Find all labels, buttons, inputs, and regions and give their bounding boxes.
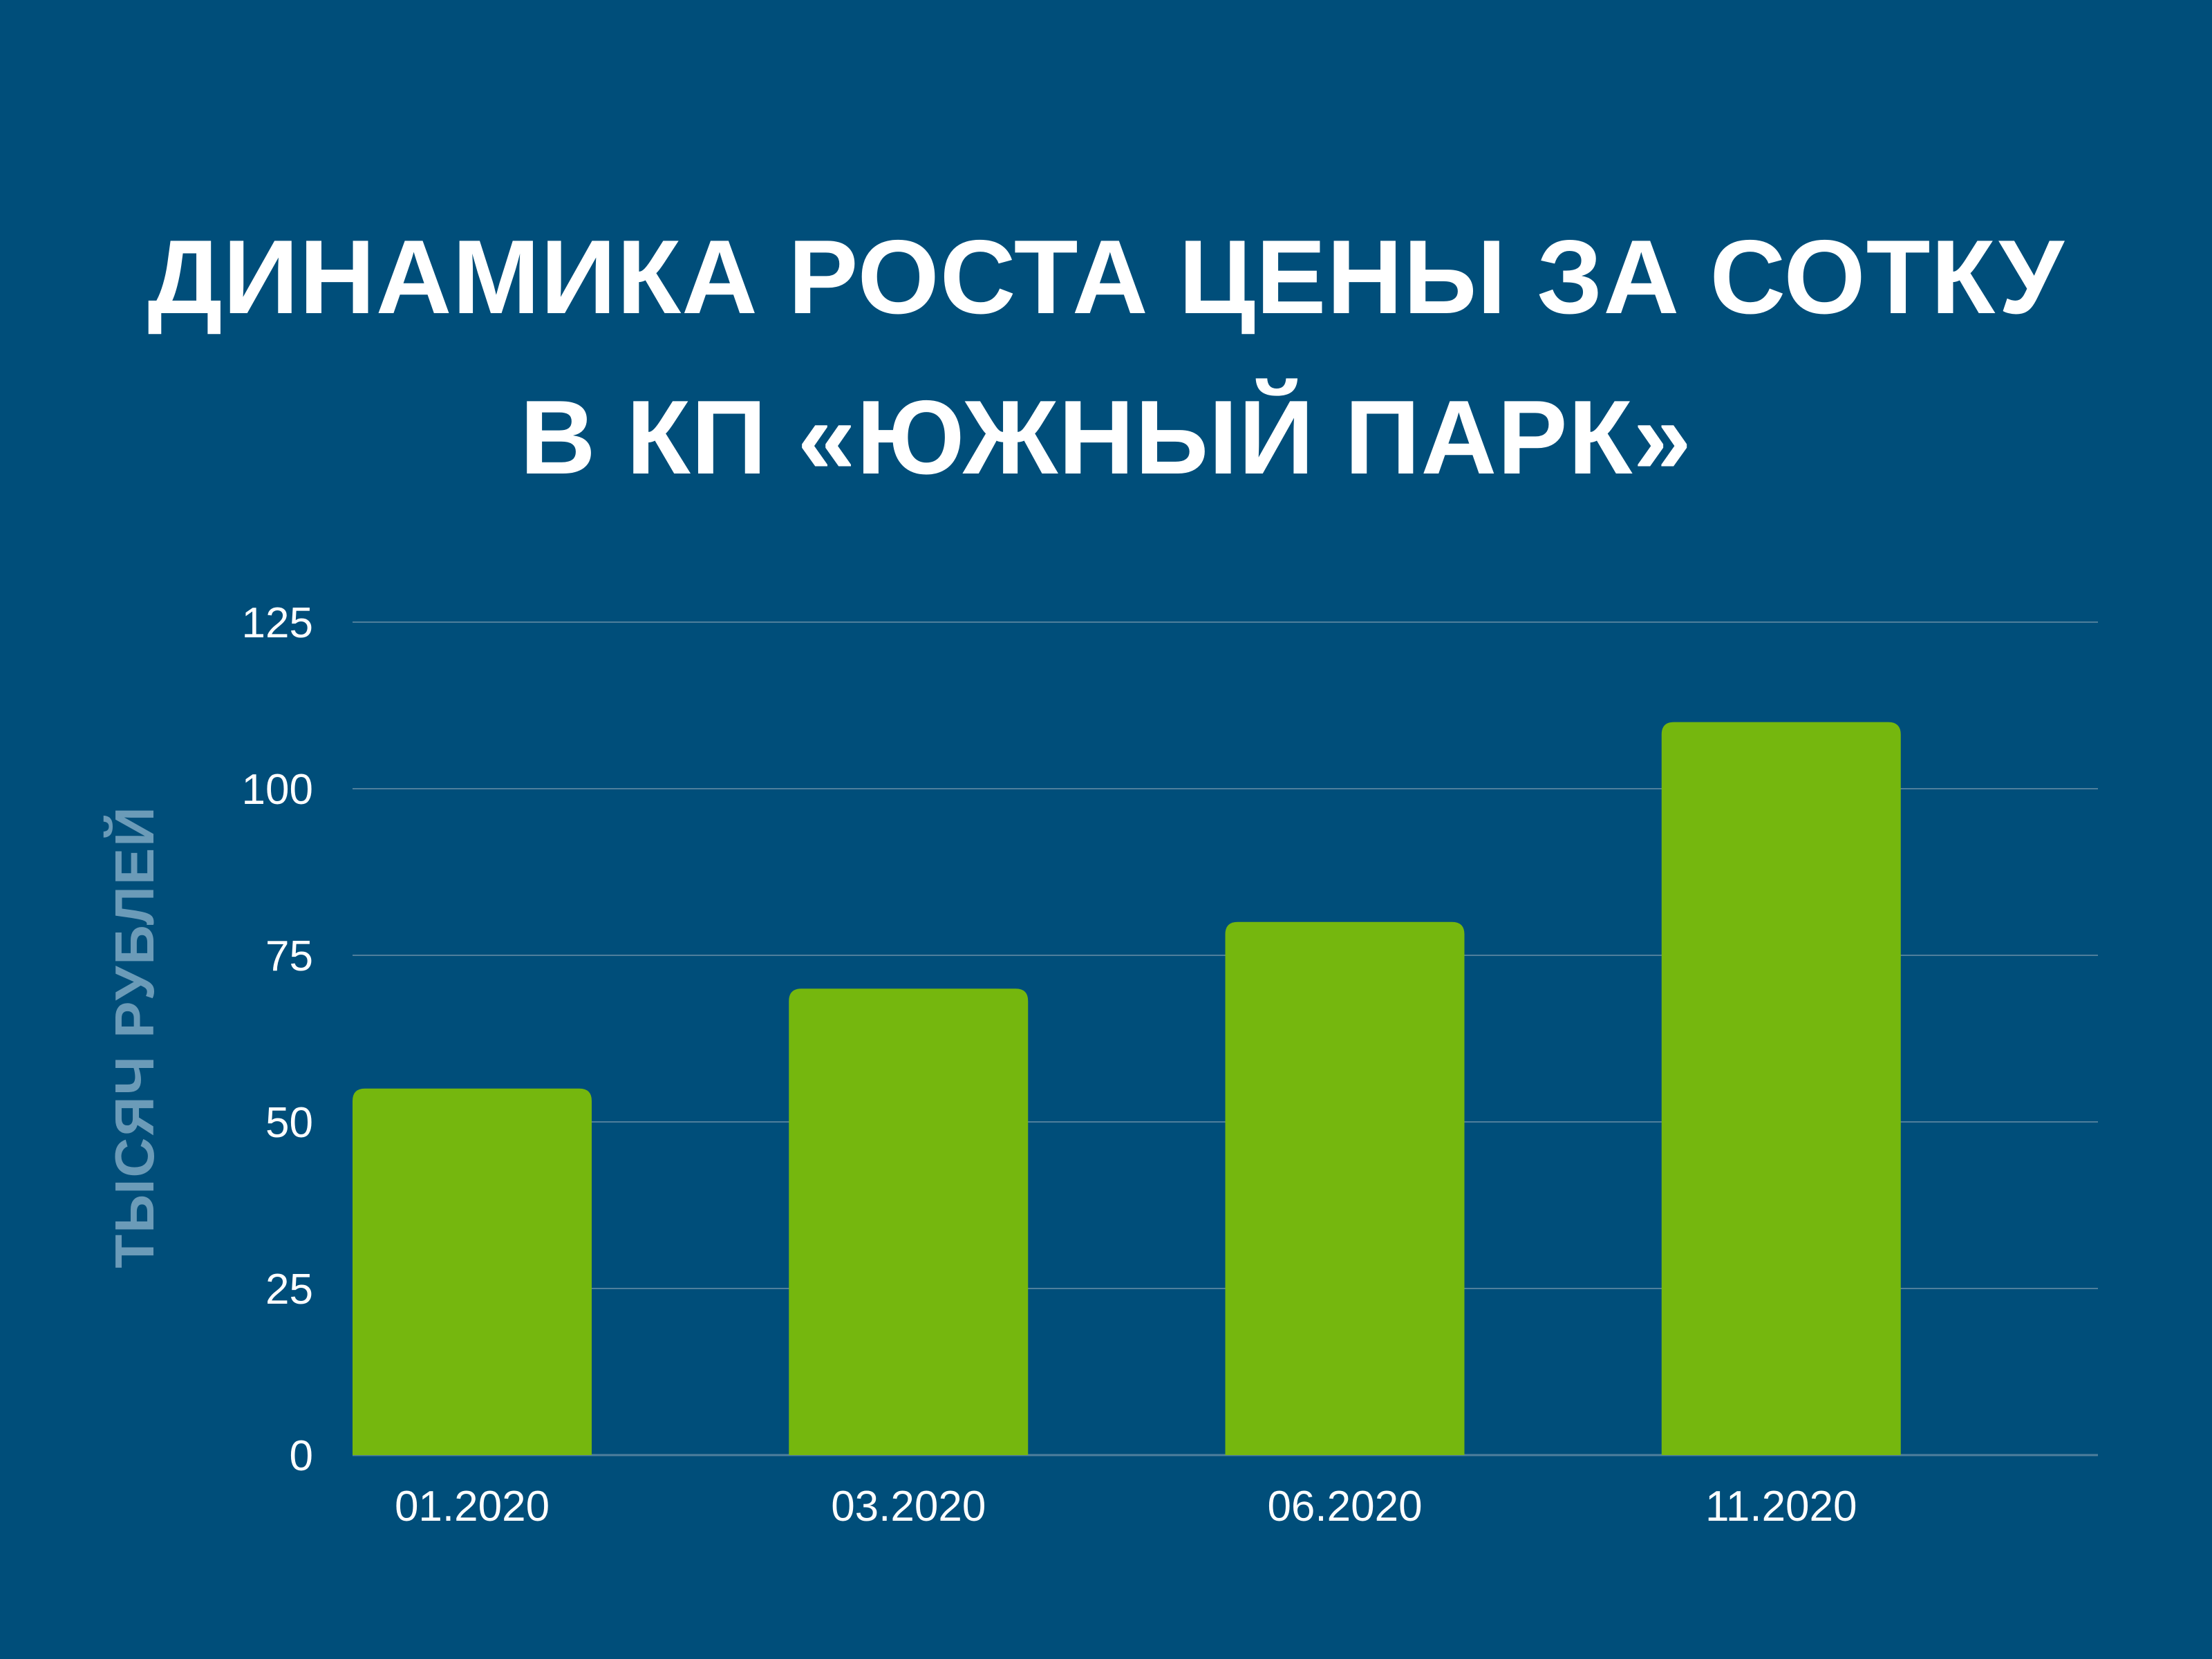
y-axis-title: ТЫСЯЧ РУБЛЕЙ [103,805,165,1268]
y-tick-label: 75 [265,932,313,980]
x-tick-label: 03.2020 [831,1483,986,1530]
bar [353,1088,592,1455]
chart-title: ДИНАМИКА РОСТА ЦЕНЫ ЗА СОТКУ В КП «ЮЖНЫЙ… [0,197,2212,518]
y-tick-label: 125 [242,599,313,647]
chart-title-line-2: В КП «ЮЖНЫЙ ПАРК» [520,379,1692,496]
bar [1661,722,1901,1455]
bars [353,722,1901,1455]
x-tick-label: 06.2020 [1267,1483,1422,1530]
bar [789,988,1029,1455]
y-axis-ticks: 0 25 50 75 100 125 [242,599,313,1480]
y-tick-label: 0 [290,1432,313,1480]
y-tick-label: 25 [265,1266,313,1313]
y-tick-label: 50 [265,1099,313,1147]
x-axis-ticks: 01.2020 03.2020 06.2020 11.2020 [395,1483,1857,1530]
y-tick-label: 100 [242,766,313,814]
chart-title-line-1: ДИНАМИКА РОСТА ЦЕНЫ ЗА СОТКУ [147,218,2065,336]
x-tick-label: 11.2020 [1705,1483,1857,1530]
bar [1225,921,1465,1455]
x-tick-label: 01.2020 [395,1483,550,1530]
